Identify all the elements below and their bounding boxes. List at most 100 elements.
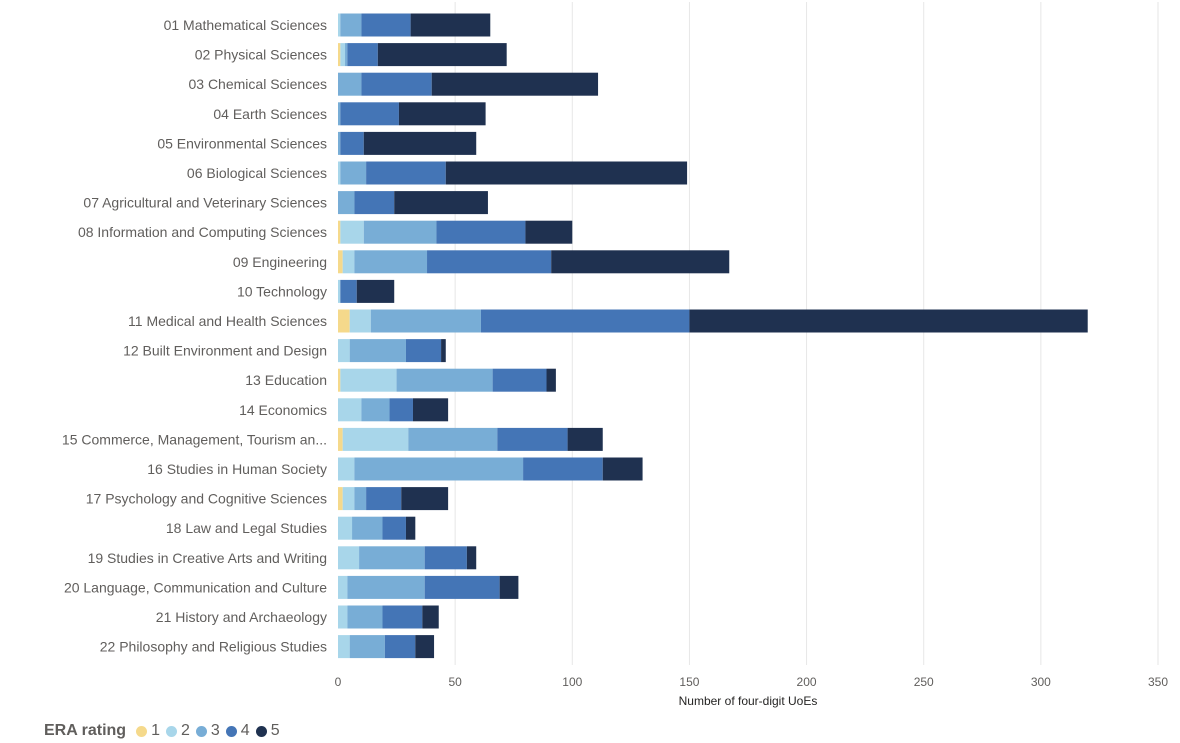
bar-segment-rating-2[interactable] bbox=[338, 279, 341, 303]
bar-segment-rating-4[interactable] bbox=[354, 191, 395, 215]
bar-segment-rating-2[interactable] bbox=[340, 43, 346, 67]
bar-segment-rating-1[interactable] bbox=[338, 43, 341, 67]
bar-segment-rating-1[interactable] bbox=[338, 487, 343, 511]
bar-segment-rating-5[interactable] bbox=[445, 161, 688, 185]
bar-segment-rating-4[interactable] bbox=[382, 605, 423, 629]
bar-segment-rating-3[interactable] bbox=[338, 72, 362, 96]
legend-item-4[interactable]: 4 bbox=[225, 722, 250, 740]
bar-segment-rating-2[interactable] bbox=[338, 339, 350, 363]
bar-segment-rating-5[interactable] bbox=[551, 250, 730, 274]
bar-segment-rating-5[interactable] bbox=[398, 102, 486, 126]
bar-segment-rating-5[interactable] bbox=[499, 575, 519, 599]
bar-segment-rating-3[interactable] bbox=[352, 516, 383, 540]
bar-segment-rating-5[interactable] bbox=[431, 72, 599, 96]
bar-segment-rating-2[interactable] bbox=[342, 427, 409, 451]
bar-segment-rating-3[interactable] bbox=[345, 43, 348, 67]
bar-segment-rating-3[interactable] bbox=[338, 102, 341, 126]
bar-segment-rating-4[interactable] bbox=[436, 220, 526, 244]
bar-segment-rating-4[interactable] bbox=[366, 161, 446, 185]
bar-segment-rating-4[interactable] bbox=[347, 43, 378, 67]
bar-segment-rating-3[interactable] bbox=[354, 250, 428, 274]
bar-segment-rating-1[interactable] bbox=[338, 368, 341, 392]
legend-item-1[interactable]: 1 bbox=[136, 722, 160, 740]
bar-segment-rating-5[interactable] bbox=[401, 487, 449, 511]
bar-segment-rating-2[interactable] bbox=[338, 161, 341, 185]
bar-segment-rating-1[interactable] bbox=[338, 220, 341, 244]
bar-segment-rating-5[interactable] bbox=[410, 13, 491, 37]
bar-segment-rating-3[interactable] bbox=[349, 339, 406, 363]
bar-segment-rating-5[interactable] bbox=[377, 43, 507, 67]
bar-segment-rating-3[interactable] bbox=[370, 309, 481, 333]
bar-segment-rating-4[interactable] bbox=[424, 546, 467, 570]
category-label: 22 Philosophy and Religious Studies bbox=[100, 639, 327, 655]
bar-segment-rating-4[interactable] bbox=[523, 457, 603, 481]
bar-segment-rating-5[interactable] bbox=[567, 427, 603, 451]
bar-segment-rating-4[interactable] bbox=[497, 427, 568, 451]
bar-segment-rating-4[interactable] bbox=[340, 279, 357, 303]
bar-segment-rating-5[interactable] bbox=[525, 220, 573, 244]
bar-segment-rating-3[interactable] bbox=[359, 546, 425, 570]
bar-segment-rating-3[interactable] bbox=[340, 161, 367, 185]
bar-segment-rating-2[interactable] bbox=[342, 487, 355, 511]
x-tick-label: 0 bbox=[335, 675, 342, 689]
bar-segment-rating-4[interactable] bbox=[492, 368, 547, 392]
bar-segment-rating-4[interactable] bbox=[384, 635, 416, 659]
legend-swatch bbox=[165, 725, 177, 737]
bar-segment-rating-4[interactable] bbox=[361, 13, 411, 37]
bar-segment-rating-2[interactable] bbox=[338, 13, 341, 37]
bar-segment-rating-3[interactable] bbox=[363, 220, 437, 244]
bar-segment-rating-4[interactable] bbox=[424, 575, 500, 599]
bar-segment-rating-2[interactable] bbox=[349, 309, 371, 333]
legend: ERA rating 1 2 3 4 5 bbox=[44, 720, 286, 742]
bar-segment-rating-3[interactable] bbox=[354, 487, 367, 511]
bar-segment-rating-5[interactable] bbox=[356, 279, 395, 303]
bar-segment-rating-4[interactable] bbox=[340, 131, 364, 155]
bar-segment-rating-5[interactable] bbox=[412, 398, 449, 422]
bar-segment-rating-2[interactable] bbox=[338, 546, 360, 570]
bar-segment-rating-2[interactable] bbox=[340, 368, 397, 392]
bar-segment-rating-4[interactable] bbox=[389, 398, 413, 422]
bar-segment-rating-2[interactable] bbox=[338, 635, 350, 659]
bar-segment-rating-4[interactable] bbox=[427, 250, 552, 274]
bar-segment-rating-3[interactable] bbox=[340, 13, 362, 37]
bar-segment-rating-3[interactable] bbox=[349, 635, 385, 659]
bar-segment-rating-3[interactable] bbox=[347, 575, 425, 599]
bar-segment-rating-3[interactable] bbox=[347, 605, 383, 629]
bar-segment-rating-2[interactable] bbox=[340, 220, 364, 244]
bar-segment-rating-2[interactable] bbox=[338, 457, 355, 481]
bar-segment-rating-4[interactable] bbox=[366, 487, 402, 511]
bar-segment-rating-1[interactable] bbox=[338, 250, 343, 274]
bar-segment-rating-5[interactable] bbox=[466, 546, 477, 570]
bar-segment-rating-3[interactable] bbox=[396, 368, 493, 392]
legend-item-2[interactable]: 2 bbox=[165, 722, 190, 740]
legend-item-3[interactable]: 3 bbox=[195, 722, 220, 740]
bar-segment-rating-4[interactable] bbox=[382, 516, 406, 540]
bar-segment-rating-5[interactable] bbox=[415, 635, 435, 659]
bar-segment-rating-2[interactable] bbox=[338, 516, 353, 540]
bar-segment-rating-2[interactable] bbox=[338, 605, 348, 629]
bar-segment-rating-3[interactable] bbox=[354, 457, 524, 481]
bar-segment-rating-3[interactable] bbox=[408, 427, 498, 451]
bar-segment-rating-5[interactable] bbox=[546, 368, 556, 392]
bar-segment-rating-4[interactable] bbox=[405, 339, 442, 363]
bar-segment-rating-5[interactable] bbox=[602, 457, 643, 481]
legend-item-5[interactable]: 5 bbox=[255, 722, 280, 740]
bar-segment-rating-5[interactable] bbox=[689, 309, 1088, 333]
bar-segment-rating-5[interactable] bbox=[405, 516, 416, 540]
bar-segment-rating-5[interactable] bbox=[363, 131, 477, 155]
bar-segment-rating-3[interactable] bbox=[338, 191, 355, 215]
bar-segment-rating-5[interactable] bbox=[441, 339, 446, 363]
bar-segment-rating-2[interactable] bbox=[338, 575, 348, 599]
bar-segment-rating-3[interactable] bbox=[338, 131, 341, 155]
bar-segment-rating-2[interactable] bbox=[338, 398, 362, 422]
bar-segment-rating-3[interactable] bbox=[361, 398, 390, 422]
bar-segment-rating-4[interactable] bbox=[361, 72, 432, 96]
bar-segment-rating-4[interactable] bbox=[340, 102, 399, 126]
bar-segment-rating-5[interactable] bbox=[422, 605, 439, 629]
bar-segment-rating-4[interactable] bbox=[480, 309, 690, 333]
legend-label: 1 bbox=[151, 722, 160, 739]
bar-segment-rating-1[interactable] bbox=[338, 309, 350, 333]
bar-segment-rating-5[interactable] bbox=[394, 191, 488, 215]
bar-segment-rating-1[interactable] bbox=[338, 427, 343, 451]
bar-segment-rating-2[interactable] bbox=[342, 250, 355, 274]
